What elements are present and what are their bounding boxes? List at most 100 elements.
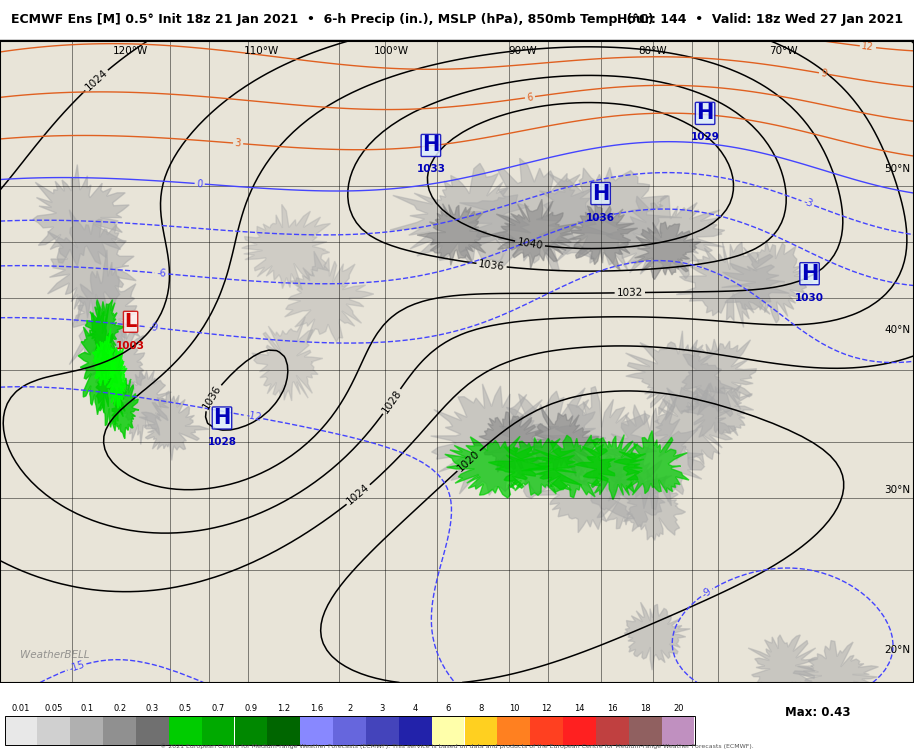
Text: 1024: 1024: [83, 68, 110, 93]
Bar: [37, 716, 70, 745]
Bar: [497, 716, 530, 745]
Bar: [334, 716, 366, 745]
Polygon shape: [681, 382, 754, 437]
Text: WeatherBELL: WeatherBELL: [19, 650, 89, 661]
Text: H: H: [422, 136, 440, 155]
Polygon shape: [624, 602, 690, 670]
Text: 0.05: 0.05: [45, 704, 63, 712]
Bar: [202, 716, 234, 745]
Polygon shape: [48, 210, 136, 323]
Text: 1040: 1040: [516, 237, 544, 250]
Polygon shape: [490, 200, 577, 268]
Text: 18: 18: [640, 704, 651, 712]
Polygon shape: [634, 222, 701, 280]
Text: 1036: 1036: [478, 259, 505, 272]
Bar: [301, 716, 333, 745]
Text: L: L: [124, 312, 137, 332]
Polygon shape: [85, 299, 125, 360]
Polygon shape: [522, 435, 615, 498]
Bar: [431, 716, 464, 745]
Polygon shape: [537, 167, 682, 270]
Polygon shape: [604, 196, 725, 279]
Text: 1033: 1033: [417, 164, 445, 175]
Text: 8: 8: [478, 704, 484, 712]
Text: -15: -15: [68, 659, 86, 674]
Bar: [662, 716, 695, 745]
Text: 90°W: 90°W: [508, 46, 537, 56]
Polygon shape: [118, 370, 172, 445]
Text: 0.7: 0.7: [211, 704, 225, 712]
Polygon shape: [682, 339, 757, 416]
Text: 1032: 1032: [617, 287, 643, 298]
Polygon shape: [33, 164, 129, 266]
Text: 80°W: 80°W: [639, 46, 667, 56]
Polygon shape: [749, 635, 818, 702]
Polygon shape: [625, 331, 737, 420]
Text: 120°W: 120°W: [113, 46, 148, 56]
Text: -12: -12: [245, 410, 262, 423]
Text: 0.9: 0.9: [244, 704, 258, 712]
Text: 50°N: 50°N: [884, 164, 910, 175]
Polygon shape: [535, 450, 634, 532]
Polygon shape: [614, 430, 689, 495]
Bar: [464, 716, 497, 745]
Polygon shape: [85, 322, 145, 400]
Text: 0.2: 0.2: [113, 704, 126, 712]
Polygon shape: [574, 434, 645, 500]
Text: 9: 9: [820, 68, 828, 79]
Text: 0.5: 0.5: [179, 704, 192, 712]
Text: 40°N: 40°N: [884, 325, 910, 334]
Polygon shape: [107, 347, 127, 408]
Text: 0.01: 0.01: [12, 704, 30, 712]
Polygon shape: [139, 391, 209, 460]
Text: 20°N: 20°N: [884, 646, 910, 656]
Bar: [136, 716, 169, 745]
Polygon shape: [518, 407, 599, 476]
Bar: [5, 716, 695, 745]
Text: H: H: [213, 408, 230, 428]
Polygon shape: [430, 384, 566, 495]
Text: © 2021 European Centre for Medium-range Weather Forecasts (ECMWF). This service : © 2021 European Centre for Medium-range …: [160, 744, 754, 749]
Polygon shape: [793, 640, 878, 706]
Text: 20: 20: [673, 704, 684, 712]
Text: 100°W: 100°W: [374, 46, 409, 56]
Polygon shape: [473, 412, 543, 472]
Text: 1030: 1030: [795, 292, 824, 303]
Text: -9: -9: [700, 586, 714, 599]
Text: H: H: [592, 184, 610, 203]
Bar: [5, 716, 37, 745]
Text: Max: 0.43: Max: 0.43: [784, 706, 850, 719]
Text: -6: -6: [156, 268, 166, 279]
Bar: [235, 716, 267, 745]
Text: 10: 10: [509, 704, 519, 712]
Polygon shape: [241, 204, 331, 290]
Text: 3: 3: [380, 704, 385, 712]
Polygon shape: [569, 203, 638, 270]
Text: 1036: 1036: [586, 212, 615, 223]
Bar: [530, 716, 563, 745]
Text: Hour: 144  •  Valid: 18z Wed 27 Jan 2021: Hour: 144 • Valid: 18z Wed 27 Jan 2021: [617, 13, 903, 26]
Text: 30°N: 30°N: [884, 485, 910, 495]
Bar: [399, 716, 431, 745]
Bar: [169, 716, 202, 745]
Text: -9: -9: [148, 322, 159, 333]
Bar: [103, 716, 136, 745]
Text: 6: 6: [445, 704, 451, 712]
Text: 2: 2: [347, 704, 352, 712]
Text: 3: 3: [235, 138, 241, 148]
Text: 1028: 1028: [207, 437, 237, 447]
Polygon shape: [96, 349, 129, 431]
Bar: [563, 716, 596, 745]
Polygon shape: [92, 328, 116, 386]
Text: 6: 6: [526, 92, 534, 103]
Polygon shape: [549, 386, 657, 492]
Text: 1.6: 1.6: [310, 704, 324, 712]
Polygon shape: [445, 436, 549, 498]
Polygon shape: [722, 240, 813, 323]
Polygon shape: [112, 378, 139, 439]
Text: 0.3: 0.3: [146, 704, 159, 712]
Text: 70°W: 70°W: [769, 46, 798, 56]
Text: 1029: 1029: [691, 133, 719, 142]
Text: 1.2: 1.2: [277, 704, 291, 712]
Polygon shape: [654, 383, 736, 470]
